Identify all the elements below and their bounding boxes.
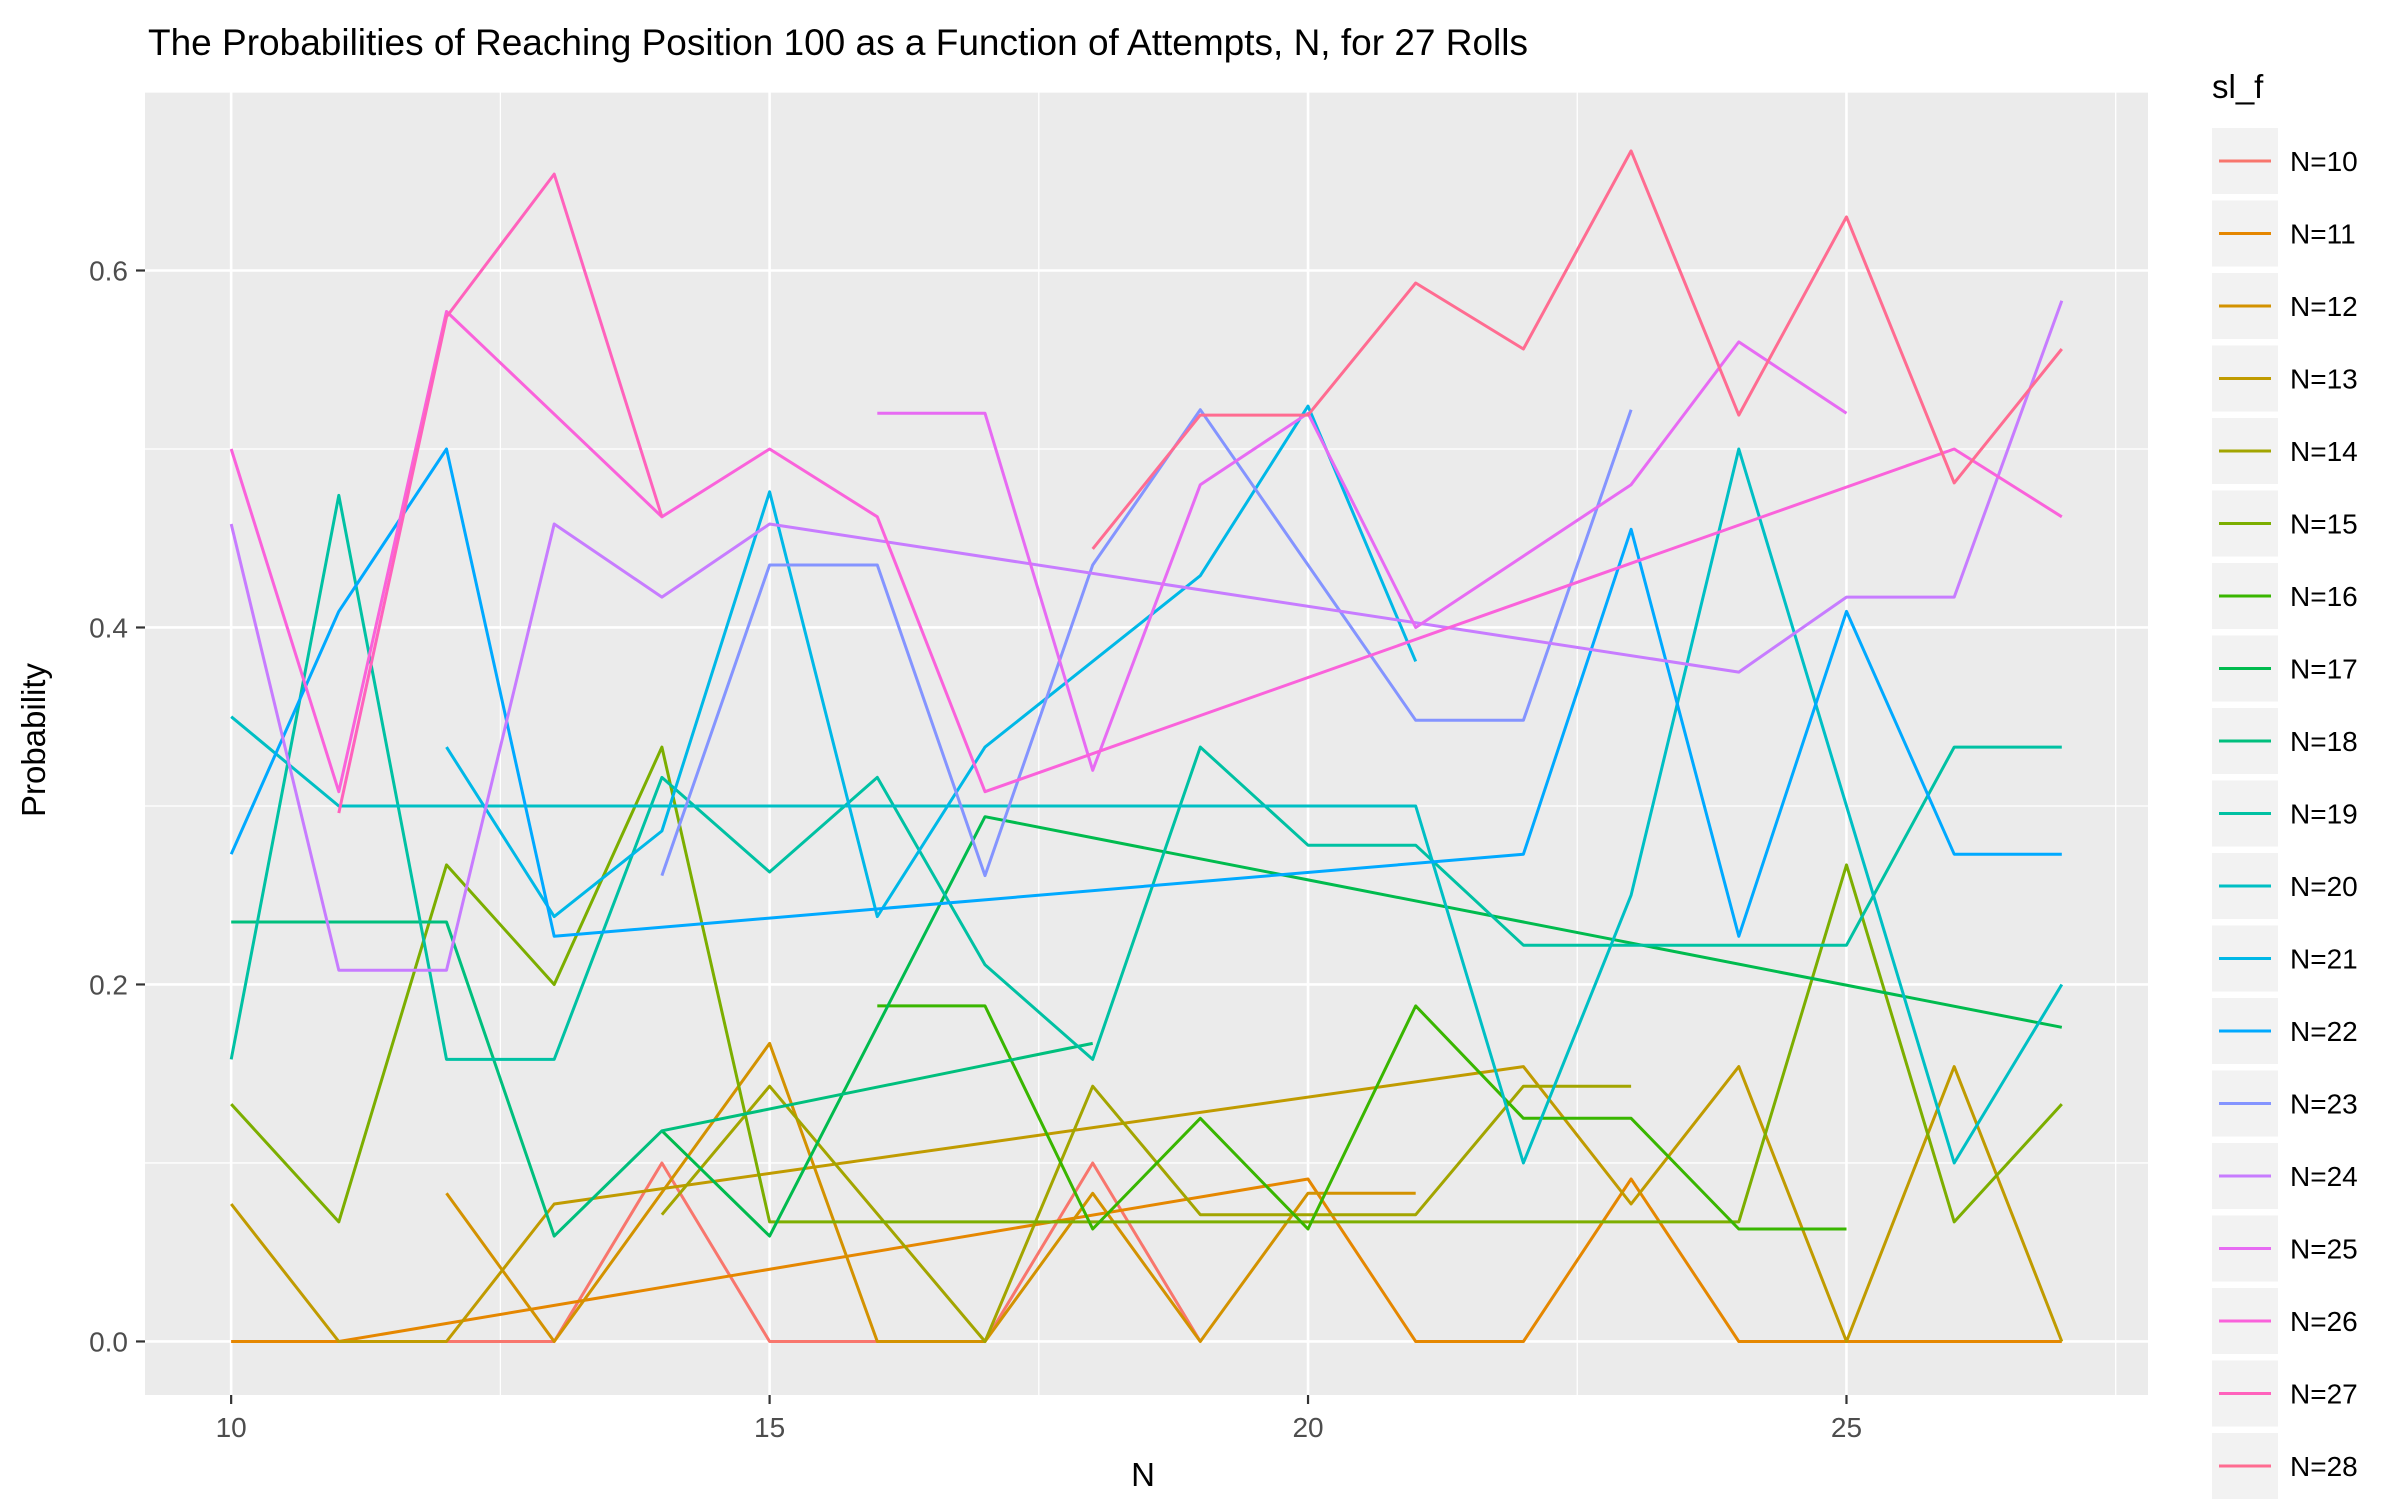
legend-item: N=14 (2212, 418, 2358, 484)
legend-item: N=10 (2212, 128, 2358, 194)
series-line (877, 1004, 1847, 1231)
series-line (230, 1065, 2064, 1343)
legend-item: N=24 (2212, 1143, 2358, 1209)
legend-label: N=18 (2290, 726, 2358, 757)
x-axis-label: N (1131, 1456, 1155, 1493)
legend-item: N=18 (2212, 708, 2358, 774)
x-tick-label: 25 (1831, 1412, 1862, 1443)
series-line (229, 493, 2062, 1061)
legend-label: N=15 (2290, 509, 2358, 540)
chart-title: The Probabilities of Reaching Position 1… (148, 22, 1528, 63)
legend-label: N=16 (2290, 581, 2358, 612)
series-line (229, 300, 2064, 972)
legend-item: N=22 (2212, 998, 2358, 1064)
legend-label: N=11 (2290, 219, 2356, 250)
x-tick-label: 10 (216, 1412, 247, 1443)
series-line (660, 815, 2063, 1238)
legend-item: N=11 (2212, 200, 2356, 267)
series-line (1091, 149, 2063, 550)
x-tick-label: 15 (754, 1412, 785, 1443)
legend: sl_f N=10 N=11 N=12 N=13 N=14 N=15 N=16 N=17 N=1… (2212, 68, 2358, 1499)
series-line (660, 408, 1633, 878)
plot-panel (145, 92, 2148, 1395)
legend-item: N=21 (2212, 925, 2358, 992)
legend-item: N=26 (2212, 1288, 2358, 1354)
series-line (231, 920, 1093, 1238)
series-line (229, 310, 2063, 794)
y-tick-label: 0.6 (89, 255, 128, 286)
series-line (230, 447, 2064, 1165)
legend-label: N=22 (2290, 1016, 2358, 1047)
legend-label: N=10 (2290, 146, 2358, 177)
series-line (337, 172, 664, 814)
y-tick-label: 0.2 (89, 969, 128, 1000)
legend-item: N=19 (2212, 780, 2358, 847)
legend-label: N=20 (2290, 871, 2358, 902)
legend-label: N=17 (2290, 654, 2358, 685)
legend-label: N=19 (2290, 799, 2358, 830)
y-axis-label: Probability (15, 662, 52, 817)
series-line (445, 404, 1418, 919)
legend-item: N=15 (2212, 490, 2358, 557)
legend-label: N=13 (2290, 364, 2358, 395)
legend-label: N=24 (2290, 1161, 2358, 1192)
legend-item: N=12 (2212, 273, 2358, 339)
legend-label: N=25 (2290, 1234, 2358, 1265)
legend-item: N=27 (2212, 1360, 2358, 1427)
legend-label: N=28 (2290, 1451, 2358, 1482)
legend-label: N=14 (2290, 436, 2358, 467)
legend-item: N=16 (2212, 563, 2358, 629)
series-line (230, 745, 2063, 1224)
legend-item: N=23 (2212, 1070, 2358, 1137)
legend-label: N=27 (2290, 1379, 2358, 1410)
legend-label: N=12 (2290, 291, 2358, 322)
legend-label: N=23 (2290, 1089, 2358, 1120)
series-line (229, 447, 2062, 938)
legend-title: sl_f (2212, 68, 2264, 105)
y-tick-label: 0.0 (89, 1326, 128, 1357)
series-line (231, 1177, 2062, 1343)
legend-item: N=17 (2212, 635, 2358, 702)
y-tick-label: 0.4 (89, 612, 128, 643)
x-tick-label: 20 (1292, 1412, 1323, 1443)
legend-item: N=20 (2212, 853, 2358, 919)
legend-item: N=25 (2212, 1215, 2358, 1282)
legend-item: N=28 (2212, 1433, 2358, 1499)
legend-label: N=26 (2290, 1306, 2358, 1337)
legend-label: N=21 (2290, 944, 2358, 975)
legend-item: N=13 (2212, 345, 2358, 412)
